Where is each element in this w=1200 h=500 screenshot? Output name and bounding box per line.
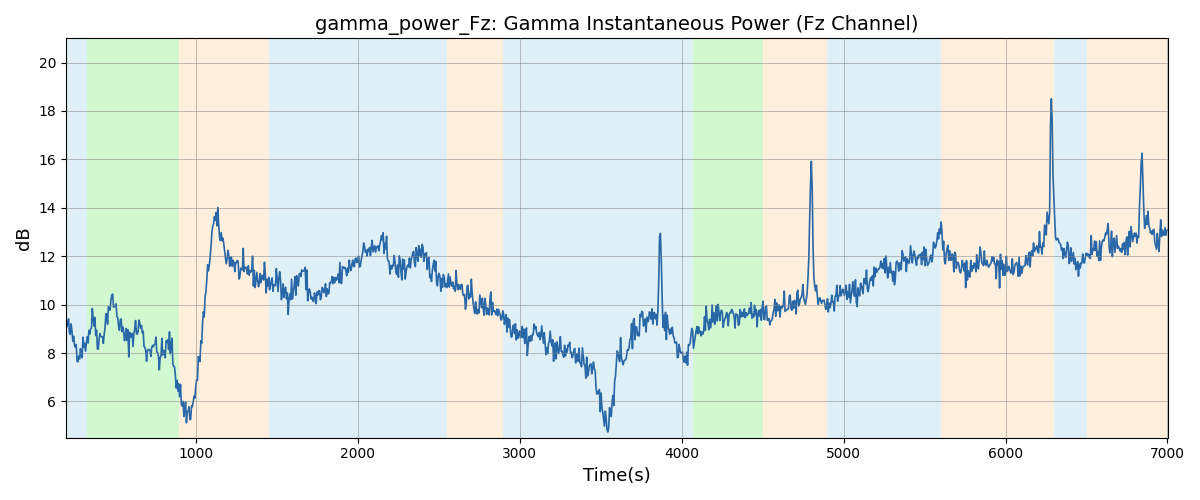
Bar: [692, 38, 762, 438]
Bar: [673, 38, 692, 438]
Bar: [503, 38, 673, 438]
Bar: [762, 38, 827, 438]
Bar: [66, 38, 88, 438]
Bar: [1086, 38, 1168, 438]
Bar: [269, 38, 446, 438]
Y-axis label: dB: dB: [14, 226, 32, 250]
Bar: [827, 38, 941, 438]
Bar: [88, 38, 180, 438]
Bar: [180, 38, 269, 438]
Title: gamma_power_Fz: Gamma Instantaneous Power (Fz Channel): gamma_power_Fz: Gamma Instantaneous Powe…: [316, 15, 918, 35]
Bar: [941, 38, 1054, 438]
Bar: [446, 38, 503, 438]
X-axis label: Time(s): Time(s): [583, 467, 650, 485]
Bar: [1054, 38, 1086, 438]
